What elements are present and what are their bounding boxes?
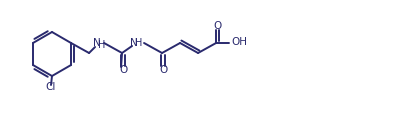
- Text: OH: OH: [231, 37, 247, 47]
- Text: Cl: Cl: [46, 82, 56, 92]
- Text: O: O: [119, 65, 127, 75]
- Text: N: N: [93, 38, 101, 48]
- Text: N: N: [130, 38, 138, 48]
- Text: H: H: [136, 38, 143, 48]
- Text: O: O: [159, 65, 167, 75]
- Text: O: O: [213, 21, 221, 31]
- Text: H: H: [98, 40, 106, 50]
